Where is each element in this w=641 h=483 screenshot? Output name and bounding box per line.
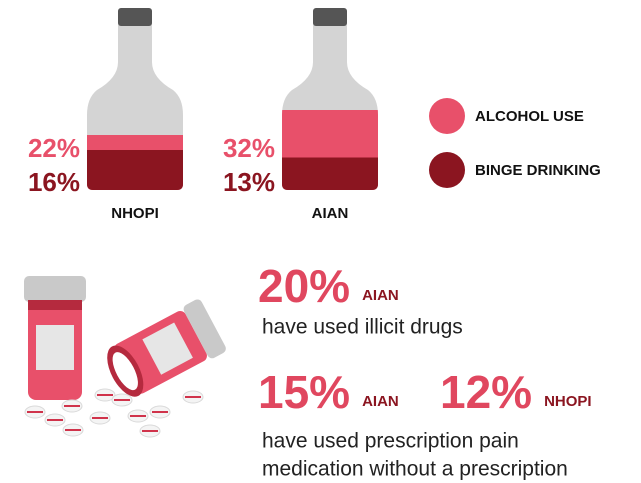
binge-fill [85,150,185,190]
stat-group: AIAN [362,393,399,410]
legend-swatch [429,152,465,188]
bottle-fill [85,135,185,190]
binge-label: 13% [223,167,275,197]
group-label: AIAN [312,205,349,222]
pill-illustration [24,276,228,437]
stat-group: AIAN [362,287,399,304]
bottle-cap [313,8,347,26]
legend-label: ALCOHOL USE [475,108,584,125]
stat-value: 15% [258,366,350,418]
binge-fill [280,158,380,191]
group-label: NHOPI [111,205,159,222]
binge-label: 16% [28,167,80,197]
alcohol-label: 32% [223,133,275,163]
bottle-cap [118,8,152,26]
stat-text: have used prescription pain [262,430,519,453]
stat-value: 12% [440,366,532,418]
bottle-fill [280,110,380,190]
legend-swatch [429,98,465,134]
stat-text: medication without a prescription [262,458,568,481]
stat-group: NHOPI [544,393,592,410]
infographic: 22% 16% NHOPI 32% 13% AIAN ALCOHOL USE BINGE DR… [0,0,641,483]
legend-label: BINGE DRINKING [475,162,601,179]
stat-text: have used illicit drugs [262,316,463,339]
stat-value: 20% [258,260,350,312]
alcohol-label: 22% [28,133,80,163]
